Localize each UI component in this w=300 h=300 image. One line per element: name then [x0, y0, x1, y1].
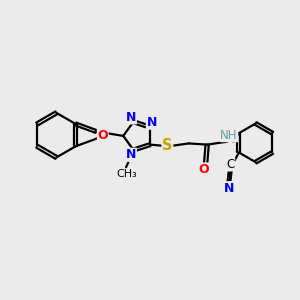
Text: C: C [226, 158, 235, 171]
Text: N: N [126, 148, 136, 161]
Text: N: N [224, 182, 234, 195]
Text: O: O [198, 163, 209, 176]
Text: O: O [98, 129, 108, 142]
Text: N: N [146, 116, 157, 129]
Text: NH: NH [220, 129, 238, 142]
Text: CH₃: CH₃ [116, 169, 137, 179]
Text: S: S [162, 138, 172, 153]
Text: N: N [126, 111, 136, 124]
